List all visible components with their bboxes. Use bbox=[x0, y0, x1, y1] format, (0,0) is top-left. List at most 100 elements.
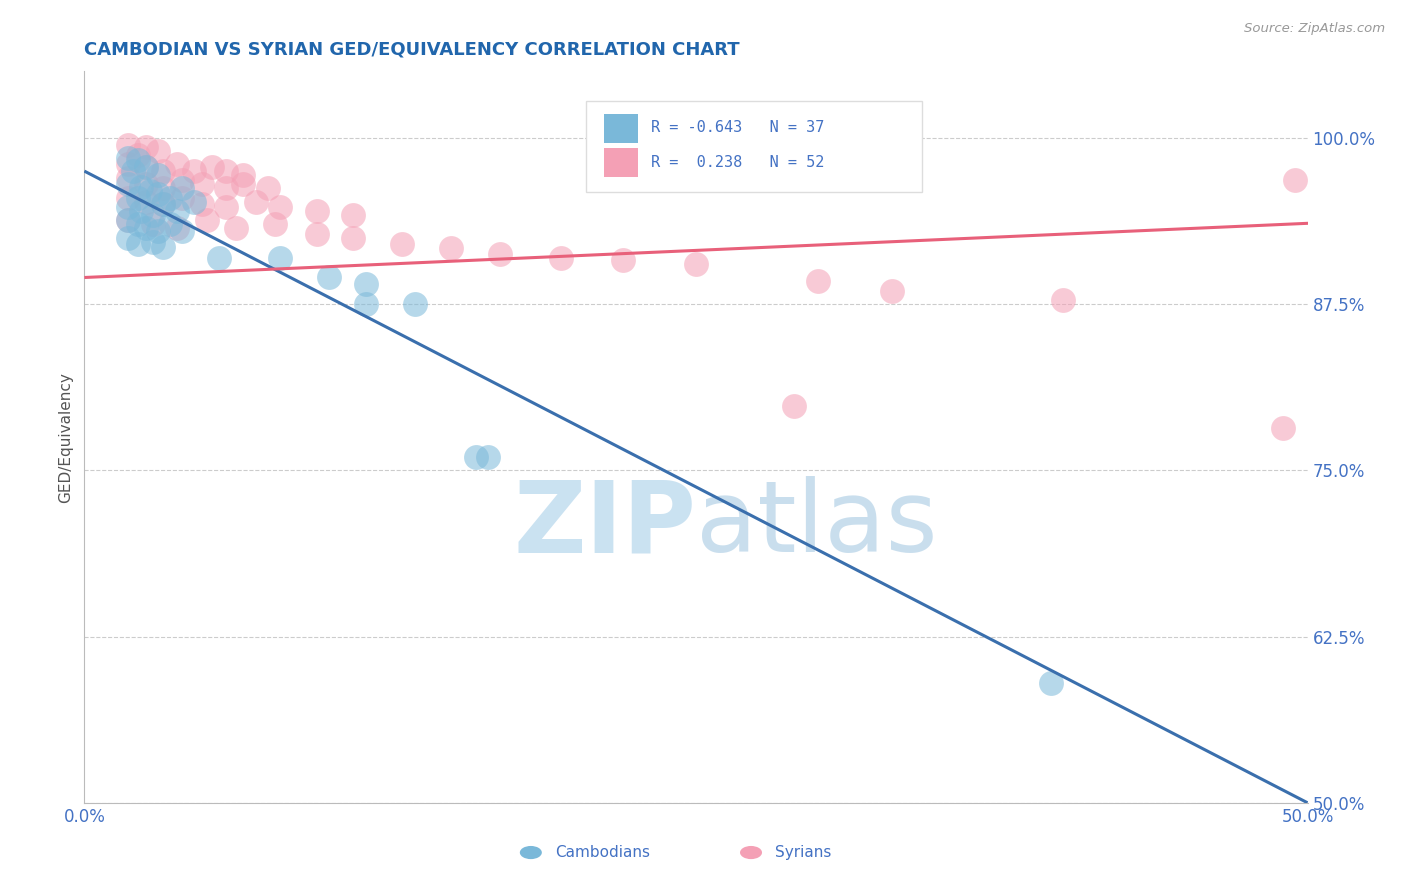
Bar bbox=[605, 114, 638, 143]
Point bbox=[117, 191, 139, 205]
Point bbox=[117, 157, 139, 171]
Point bbox=[122, 164, 145, 178]
Point bbox=[305, 204, 328, 219]
Point bbox=[152, 181, 174, 195]
Point bbox=[195, 213, 218, 227]
Point bbox=[257, 181, 280, 195]
Point bbox=[489, 246, 512, 260]
Point bbox=[612, 253, 634, 268]
Point bbox=[142, 217, 165, 231]
Point bbox=[183, 194, 205, 209]
Point bbox=[135, 160, 157, 174]
Point bbox=[127, 148, 149, 162]
Point bbox=[1284, 173, 1306, 187]
Point bbox=[117, 213, 139, 227]
Point bbox=[183, 164, 205, 178]
Point bbox=[127, 217, 149, 231]
Point bbox=[200, 160, 222, 174]
Point bbox=[146, 186, 169, 201]
Point bbox=[142, 235, 165, 249]
Point bbox=[215, 200, 238, 214]
Point bbox=[152, 197, 174, 211]
Point bbox=[232, 168, 254, 182]
Point bbox=[159, 191, 181, 205]
Bar bbox=[605, 148, 638, 178]
Point bbox=[152, 240, 174, 254]
Text: ZIP: ZIP bbox=[513, 476, 696, 574]
Point bbox=[208, 251, 231, 265]
Point bbox=[146, 144, 169, 158]
Point bbox=[135, 178, 157, 192]
Point bbox=[342, 208, 364, 222]
Point bbox=[172, 173, 194, 187]
Point bbox=[225, 221, 247, 235]
Point bbox=[135, 221, 157, 235]
Point bbox=[477, 450, 499, 464]
Point bbox=[172, 191, 194, 205]
Point bbox=[245, 194, 267, 209]
Point bbox=[318, 270, 340, 285]
Text: CAMBODIAN VS SYRIAN GED/EQUIVALENCY CORRELATION CHART: CAMBODIAN VS SYRIAN GED/EQUIVALENCY CORR… bbox=[84, 41, 740, 59]
Point bbox=[1052, 293, 1074, 307]
Text: Source: ZipAtlas.com: Source: ZipAtlas.com bbox=[1244, 22, 1385, 36]
Point bbox=[117, 213, 139, 227]
Text: R =  0.238   N = 52: R = 0.238 N = 52 bbox=[651, 154, 824, 169]
Circle shape bbox=[520, 846, 541, 859]
Point bbox=[117, 178, 139, 192]
Point bbox=[685, 257, 707, 271]
Point bbox=[117, 170, 139, 185]
Point bbox=[117, 137, 139, 152]
Point bbox=[127, 153, 149, 168]
Point bbox=[117, 200, 139, 214]
Point bbox=[215, 164, 238, 178]
Point bbox=[166, 204, 188, 219]
Point bbox=[215, 181, 238, 195]
Point bbox=[146, 168, 169, 182]
Point bbox=[232, 178, 254, 192]
Point bbox=[129, 204, 152, 219]
Point bbox=[166, 221, 188, 235]
Point bbox=[135, 140, 157, 154]
Point bbox=[269, 251, 291, 265]
Point bbox=[342, 230, 364, 244]
Point bbox=[166, 157, 188, 171]
Point bbox=[172, 224, 194, 238]
Y-axis label: GED/Equivalency: GED/Equivalency bbox=[58, 372, 73, 502]
Point bbox=[391, 237, 413, 252]
Point bbox=[135, 160, 157, 174]
Point bbox=[354, 297, 377, 311]
Text: atlas: atlas bbox=[696, 476, 938, 574]
Point bbox=[1272, 421, 1295, 435]
Text: Cambodians: Cambodians bbox=[555, 845, 651, 860]
Point bbox=[159, 217, 181, 231]
Point bbox=[142, 208, 165, 222]
Text: R = -0.643   N = 37: R = -0.643 N = 37 bbox=[651, 120, 824, 136]
Point bbox=[135, 194, 157, 209]
Point bbox=[191, 178, 214, 192]
Point bbox=[1039, 676, 1062, 690]
Point bbox=[807, 275, 830, 289]
Point bbox=[152, 197, 174, 211]
Circle shape bbox=[740, 846, 762, 859]
Point bbox=[464, 450, 486, 464]
Point bbox=[117, 230, 139, 244]
Point bbox=[139, 184, 162, 198]
Point bbox=[264, 217, 287, 231]
Point bbox=[404, 297, 426, 311]
Point bbox=[152, 164, 174, 178]
Point bbox=[305, 227, 328, 241]
Point bbox=[117, 151, 139, 165]
FancyBboxPatch shape bbox=[586, 101, 922, 192]
Point bbox=[172, 181, 194, 195]
Point bbox=[880, 284, 903, 298]
Point bbox=[191, 197, 214, 211]
Point bbox=[146, 224, 169, 238]
Point bbox=[440, 241, 463, 255]
Text: Syrians: Syrians bbox=[776, 845, 832, 860]
Point bbox=[127, 237, 149, 252]
Point bbox=[127, 191, 149, 205]
Point bbox=[129, 180, 152, 194]
Point bbox=[354, 277, 377, 292]
Point bbox=[783, 400, 806, 414]
Point bbox=[269, 200, 291, 214]
